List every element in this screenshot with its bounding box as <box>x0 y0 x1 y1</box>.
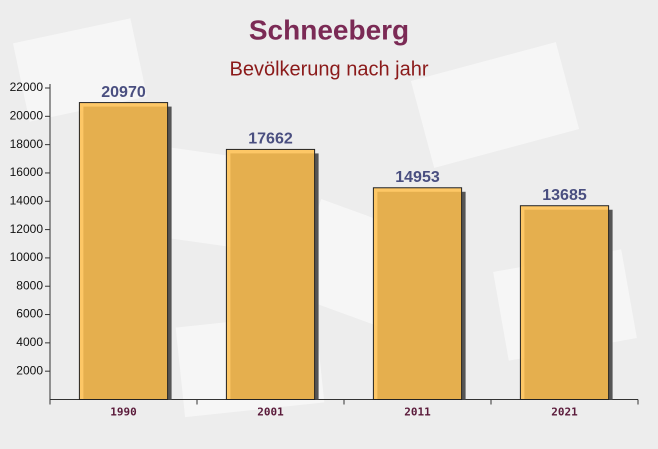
bar <box>78 102 169 400</box>
y-tick-label: 2000 <box>16 363 43 377</box>
x-tick-label: 2001 <box>257 406 284 419</box>
bar <box>225 148 316 400</box>
y-tick-label: 12000 <box>10 222 44 236</box>
y-tick-label: 14000 <box>10 193 44 207</box>
value-label: 13685 <box>542 187 587 204</box>
y-tick-label: 6000 <box>16 307 43 321</box>
envelope <box>12 18 148 122</box>
x-tick-label: 2011 <box>404 406 431 419</box>
bar <box>519 205 610 400</box>
y-tick-label: 22000 <box>10 80 44 94</box>
chart-title: Schneeberg <box>249 14 409 45</box>
y-tick-label: 20000 <box>10 108 44 122</box>
y-tick-label: 16000 <box>10 165 44 179</box>
value-label: 20970 <box>101 84 146 101</box>
y-tick-label: 8000 <box>16 278 43 292</box>
bar <box>372 187 463 400</box>
envelope <box>410 42 580 168</box>
value-label: 14953 <box>395 169 440 186</box>
x-tick-label: 2021 <box>551 406 578 419</box>
y-tick-label: 18000 <box>10 137 44 151</box>
y-tick-label: 4000 <box>16 335 43 349</box>
chart-subtitle: Bevölkerung nach jahr <box>229 58 428 80</box>
y-tick-label: 10000 <box>10 250 44 264</box>
value-label: 17662 <box>248 131 293 148</box>
x-tick-label: 1990 <box>110 406 137 419</box>
